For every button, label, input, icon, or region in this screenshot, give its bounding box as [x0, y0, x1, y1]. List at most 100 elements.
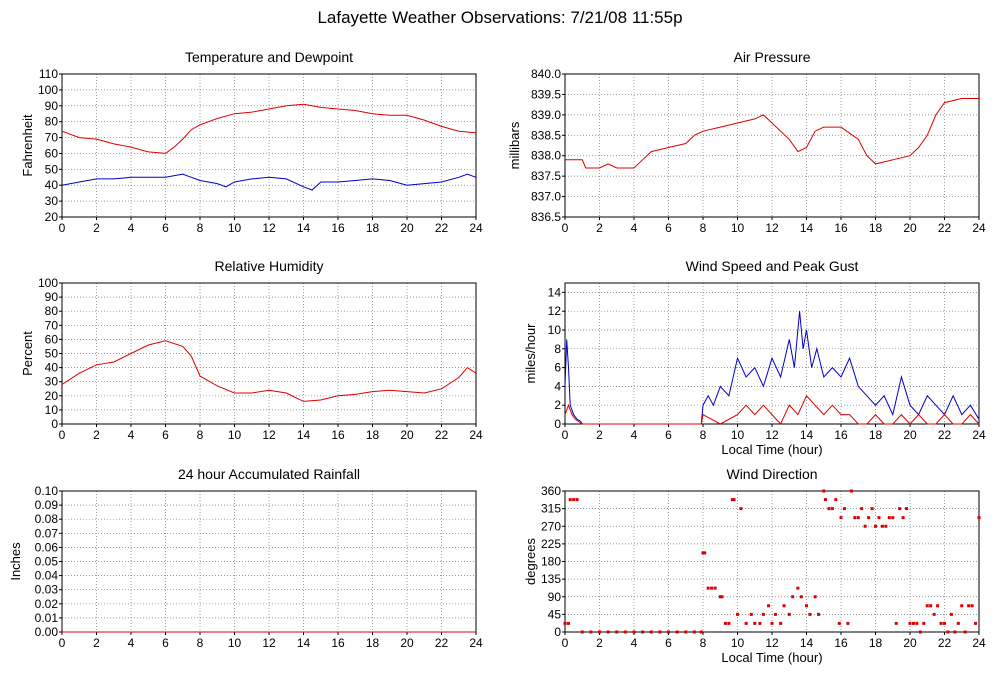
y-tick-label: 80: [45, 115, 59, 129]
y-axis-label: millibars: [507, 121, 522, 169]
data-point: [849, 489, 853, 493]
data-point: [799, 595, 803, 599]
x-tick-label: 22: [938, 428, 952, 442]
x-tick-label: 18: [869, 636, 883, 650]
series-line-red: [565, 98, 979, 169]
y-tick-label: 837.0: [531, 190, 561, 204]
x-tick-label: 2: [596, 221, 603, 235]
y-tick-label: 30: [45, 375, 59, 389]
data-point: [732, 498, 736, 502]
x-tick-label: 22: [435, 221, 449, 235]
x-tick-label: 18: [366, 636, 380, 650]
x-tick-label: 10: [731, 636, 745, 650]
x-tick-label: 14: [297, 636, 311, 650]
x-tick-label: 6: [665, 221, 672, 235]
y-tick-label: 10: [45, 403, 59, 417]
data-point: [898, 507, 902, 511]
data-point: [701, 551, 705, 555]
y-tick-label: 50: [45, 347, 59, 361]
chart-title: Wind Speed and Peak Gust: [686, 258, 859, 274]
x-tick-label: 4: [128, 221, 135, 235]
x-axis-label: Local Time (hour): [721, 650, 822, 665]
x-tick-label: 4: [128, 636, 135, 650]
y-tick-label: 4: [554, 379, 561, 393]
x-tick-label: 14: [800, 221, 814, 235]
y-tick-label: 0.10: [35, 484, 59, 498]
y-axis-label: Inches: [8, 542, 23, 581]
data-point: [932, 612, 936, 616]
x-tick-label: 16: [331, 636, 345, 650]
data-point: [699, 630, 703, 634]
y-tick-label: 360: [541, 484, 561, 498]
y-tick-label: 70: [45, 131, 59, 145]
x-tick-label: 20: [903, 636, 917, 650]
x-tick-label: 12: [765, 636, 779, 650]
y-tick-label: 0.08: [35, 512, 59, 526]
y-tick-label: 50: [45, 162, 59, 176]
y-tick-label: 0.02: [35, 597, 59, 611]
chart-title: Air Pressure: [733, 49, 810, 65]
x-tick-label: 10: [228, 636, 242, 650]
y-tick-label: 90: [548, 590, 562, 604]
x-tick-label: 22: [435, 636, 449, 650]
data-point: [970, 604, 974, 608]
data-point: [615, 630, 619, 634]
data-point: [684, 630, 688, 634]
data-point: [667, 630, 670, 634]
data-point: [960, 604, 964, 608]
y-tick-label: 0.00: [35, 625, 59, 639]
y-tick-label: 80: [45, 304, 59, 318]
x-tick-label: 16: [331, 428, 345, 442]
data-point: [943, 621, 946, 625]
x-tick-label: 14: [297, 428, 311, 442]
data-point: [710, 586, 714, 590]
data-point: [877, 516, 881, 520]
y-tick-label: 0.01: [35, 611, 59, 625]
data-point: [827, 507, 831, 511]
x-tick-label: 6: [665, 636, 672, 650]
y-axis-label: miles/hour: [523, 323, 538, 384]
series-line-red: [61, 103, 477, 154]
y-tick-label: 0: [554, 625, 561, 639]
data-point: [779, 621, 783, 625]
data-point: [874, 524, 877, 528]
y-tick-label: 135: [541, 572, 561, 586]
y-tick-label: 0.09: [35, 498, 59, 512]
x-tick-label: 18: [869, 221, 883, 235]
data-point: [817, 612, 821, 616]
series-line-blue: [61, 173, 477, 191]
data-point: [860, 507, 864, 511]
y-tick-label: 0.07: [35, 526, 59, 540]
y-tick-label: 270: [541, 519, 561, 533]
y-tick-label: 315: [541, 502, 561, 516]
y-tick-label: 20: [45, 389, 59, 403]
x-tick-label: 8: [700, 428, 707, 442]
data-point: [692, 630, 696, 634]
x-tick-label: 8: [197, 636, 204, 650]
x-tick-label: 20: [903, 428, 917, 442]
data-point: [863, 524, 867, 528]
y-tick-label: 840.0: [531, 67, 561, 81]
series-line-red: [564, 394, 980, 425]
x-tick-label: 24: [972, 221, 986, 235]
data-point: [922, 621, 926, 625]
y-tick-label: 40: [45, 361, 59, 375]
y-tick-label: 8: [554, 342, 561, 356]
data-point: [977, 516, 981, 520]
data-point: [925, 604, 929, 608]
data-point: [736, 612, 739, 616]
y-tick-label: 2: [554, 398, 561, 412]
data-point: [641, 630, 645, 634]
data-point: [974, 621, 978, 625]
data-point: [963, 630, 967, 634]
x-tick-label: 16: [834, 221, 848, 235]
y-tick-label: 90: [45, 290, 59, 304]
x-tick-label: 8: [197, 221, 204, 235]
data-point: [718, 595, 722, 599]
data-point: [703, 551, 707, 555]
y-tick-label: 20: [45, 210, 59, 224]
data-point: [967, 604, 971, 608]
